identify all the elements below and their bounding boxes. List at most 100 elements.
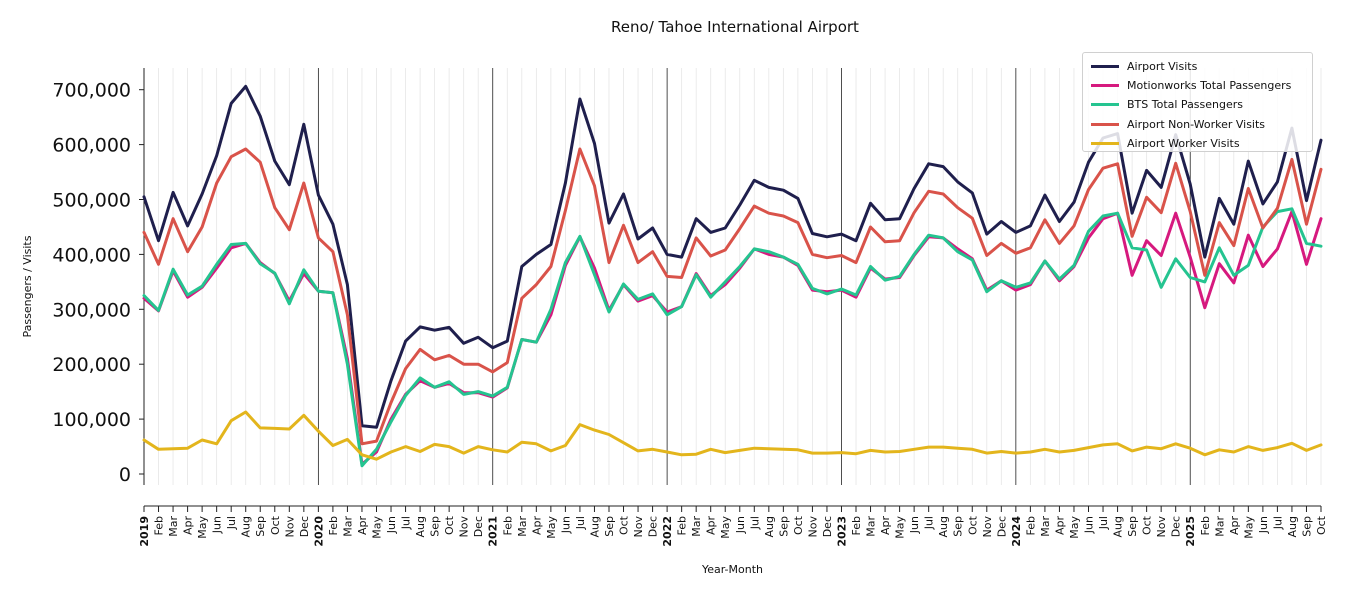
x-tick-label: Apr: [705, 516, 718, 536]
x-tick-label: Jun: [385, 516, 398, 534]
legend-swatch: [1091, 141, 1119, 145]
x-tick-label: 2021: [487, 516, 500, 547]
x-tick-label: Mar: [865, 516, 878, 537]
x-tick-label: Oct: [1141, 515, 1154, 535]
grid-layer: [143, 68, 1322, 485]
x-tick-label: Dec: [995, 516, 1008, 537]
legend-item: Airport Worker Visits: [1091, 134, 1304, 153]
y-tick-label: 200,000: [52, 354, 131, 376]
legend-label: Motionworks Total Passengers: [1127, 79, 1292, 93]
x-tick-label: Sep: [603, 516, 616, 537]
x-tick-label: Sep: [1126, 516, 1139, 537]
series-line-airport-non-worker-visits: [142, 147, 1323, 446]
chart-legend: Airport Visits Motionworks Total Passenge…: [1082, 52, 1313, 152]
series-line-bts-total-passengers: [142, 207, 1323, 468]
x-tick-label: 2022: [661, 516, 674, 547]
x-tick-label: Aug: [1112, 516, 1125, 537]
x-tick-label: Nov: [981, 516, 994, 538]
x-tick-label: Jun: [1083, 516, 1096, 534]
x-tick-label: 2024: [1010, 516, 1023, 547]
x-tick-label: 2023: [835, 516, 848, 547]
x-tick-label: Nov: [283, 516, 296, 538]
y-tick-label: 500,000: [52, 190, 131, 212]
x-tick-label: Aug: [763, 516, 776, 537]
chart-title: Reno/ Tahoe International Airport: [611, 18, 859, 36]
y-tick-label: 0: [119, 464, 131, 486]
x-tick-label: Jul: [225, 516, 238, 530]
legend-label: Airport Non-Worker Visits: [1127, 117, 1266, 131]
x-tick-label: Mar: [1039, 516, 1052, 537]
x-tick-label: Apr: [1228, 516, 1241, 536]
x-tick-label: Apr: [1053, 516, 1066, 536]
x-tick-label: Jun: [211, 516, 224, 534]
x-tick-label: 2020: [312, 516, 325, 547]
series-layer: [142, 84, 1323, 468]
x-tick-label: Aug: [937, 516, 950, 537]
x-tick-label: May: [370, 516, 383, 539]
x-tick-label: May: [894, 516, 907, 539]
x-tick-label: Sep: [429, 516, 442, 537]
legend-swatch: [1091, 84, 1119, 88]
x-tick-label: Jun: [734, 516, 747, 534]
legend-swatch: [1091, 65, 1119, 69]
x-tick-label: Oct: [792, 515, 805, 535]
x-tick-label: May: [545, 516, 558, 539]
y-tick-label: 400,000: [52, 244, 131, 266]
x-tick-label: Feb: [850, 516, 863, 535]
x-tick-label: Jul: [400, 516, 413, 530]
legend-label: BTS Total Passengers: [1127, 98, 1244, 112]
x-tick-label: Apr: [879, 516, 892, 536]
x-tick-label: Apr: [182, 516, 195, 536]
x-tick-label: Sep: [777, 516, 790, 537]
x-tick-label: 2025: [1184, 516, 1197, 547]
x-tick-label: Oct: [1315, 515, 1328, 535]
x-tick-label: Nov: [806, 516, 819, 538]
x-tick-label: Jul: [923, 516, 936, 530]
x-tick-label: Jul: [1271, 516, 1284, 530]
legend-label: Airport Worker Visits: [1127, 136, 1240, 150]
x-tick-label: Mar: [690, 516, 703, 537]
x-tick-label: Feb: [501, 516, 514, 535]
x-tick-label: May: [719, 516, 732, 539]
x-tick-label: Dec: [472, 516, 485, 537]
x-tick-label: Nov: [632, 516, 645, 538]
x-tick-label: Dec: [647, 516, 660, 537]
x-tick-label: Nov: [458, 516, 471, 538]
x-tick-label: Aug: [588, 516, 601, 537]
x-tick-label: Sep: [952, 516, 965, 537]
x-tick-label: Apr: [530, 516, 543, 536]
label-layer: 0 100,000 200,000 300,000 400,000 500,000 600,…: [21, 80, 1328, 576]
x-tick-label: Nov: [1155, 516, 1168, 538]
x-tick-label: Mar: [341, 516, 354, 537]
legend-label: Airport Visits: [1127, 60, 1198, 74]
y-tick-label: 100,000: [52, 409, 131, 431]
y-tick-label: 700,000: [52, 80, 131, 102]
series-line-airport-worker-visits: [142, 410, 1323, 461]
x-tick-label: Sep: [254, 516, 267, 537]
y-tick-label: 300,000: [52, 299, 131, 321]
axes-layer: [139, 68, 1322, 512]
x-tick-label: Aug: [1286, 516, 1299, 537]
x-tick-label: Feb: [676, 516, 689, 535]
legend-item: Motionworks Total Passengers: [1091, 76, 1304, 95]
x-tick-label: Jul: [748, 516, 761, 530]
x-tick-label: Oct: [443, 515, 456, 535]
legend-item: BTS Total Passengers: [1091, 95, 1304, 114]
x-tick-label: May: [196, 516, 209, 539]
legend-swatch: [1091, 122, 1119, 126]
x-tick-label: Jun: [908, 516, 921, 534]
x-tick-label: Oct: [966, 515, 979, 535]
x-tick-label: Jul: [574, 516, 587, 530]
x-tick-label: Oct: [618, 515, 631, 535]
x-tick-label: May: [1068, 516, 1081, 539]
x-tick-label: May: [1242, 516, 1255, 539]
x-tick-label: Jun: [559, 516, 572, 534]
legend-swatch: [1091, 103, 1119, 107]
x-tick-label: Dec: [821, 516, 834, 537]
x-tick-label: Apr: [356, 516, 369, 536]
x-tick-label: Feb: [327, 516, 340, 535]
series-line-airport-visits: [142, 84, 1323, 429]
x-tick-label: Oct: [269, 515, 282, 535]
legend-item: Airport Non-Worker Visits: [1091, 115, 1304, 134]
